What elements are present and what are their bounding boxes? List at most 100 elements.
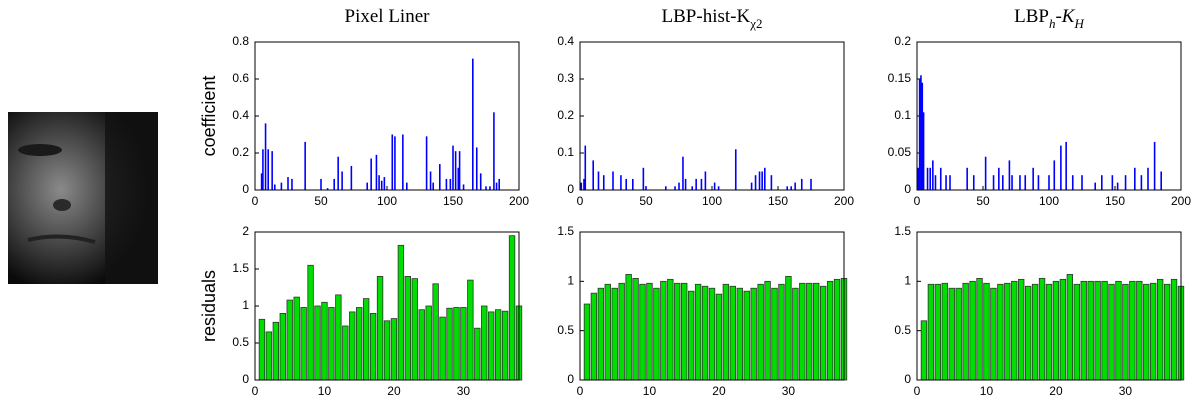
bar: [833, 278, 841, 381]
bar: [778, 283, 785, 381]
bar: [321, 301, 328, 381]
bar: [258, 318, 266, 381]
y-tick-label: 0.1: [557, 145, 574, 159]
bar: [1059, 278, 1067, 381]
title-part: -: [1055, 6, 1061, 27]
bar: [453, 307, 460, 381]
bar: [328, 307, 335, 381]
bar: [286, 299, 293, 381]
bar: [369, 312, 377, 381]
bar: [293, 296, 300, 381]
bar: [1087, 280, 1094, 381]
bar: [404, 275, 412, 381]
x-tick-label: 0: [914, 194, 921, 208]
bar: [976, 277, 983, 381]
y-tick-label: 0: [904, 182, 911, 196]
x-tick-label: 200: [1171, 194, 1191, 208]
x-tick-label: 50: [639, 194, 653, 208]
x-tick-label: 50: [314, 194, 328, 208]
x-tick-label: 0: [252, 384, 259, 398]
bar: [432, 283, 439, 381]
bar: [335, 294, 342, 381]
bar: [715, 293, 723, 381]
axes-frame: [254, 231, 520, 381]
bar: [948, 287, 955, 381]
bar: [632, 277, 639, 381]
axes-frame: [579, 41, 845, 191]
bar: [590, 292, 598, 381]
bar: [488, 311, 495, 381]
bar: [604, 283, 611, 381]
bar: [307, 264, 314, 381]
x-tick-label: 20: [387, 384, 401, 398]
bar: [362, 298, 370, 381]
bar: [501, 310, 509, 381]
bar: [1143, 283, 1150, 381]
bar: [1038, 277, 1046, 381]
panel-title: LBPh-KH: [1014, 6, 1084, 31]
y-tick-label: 0.05: [888, 145, 912, 159]
y-axis-label: residuals: [199, 270, 219, 342]
y-tick-label: 0.2: [557, 108, 574, 122]
bar: [1136, 280, 1143, 381]
x-tick-label: 150: [443, 194, 463, 208]
bar: [653, 287, 660, 381]
x-tick-label: 100: [702, 194, 722, 208]
x-tick-label: 10: [980, 384, 994, 398]
y-tick-label: 0.2: [232, 145, 249, 159]
title-part: K: [1061, 6, 1076, 27]
bar: [314, 305, 321, 381]
bar: [1156, 278, 1164, 381]
bar: [1004, 282, 1011, 381]
y-tick-label: 1: [567, 274, 574, 288]
bar: [701, 285, 709, 381]
y-tick-label: 0: [567, 182, 574, 196]
y-tick-label: 0.1: [894, 108, 911, 122]
face-image: [8, 112, 158, 284]
y-tick-label: 0.4: [557, 34, 574, 48]
bar: [934, 283, 942, 381]
bar: [799, 282, 806, 381]
bar: [750, 287, 757, 381]
bar: [757, 283, 764, 381]
x-tick-label: 30: [782, 384, 796, 398]
y-tick-label: 0.5: [232, 335, 249, 349]
x-tick-label: 150: [768, 194, 788, 208]
y-tick-label: 1.5: [557, 224, 574, 238]
bar: [743, 290, 750, 381]
y-tick-label: 0.5: [557, 323, 574, 337]
x-tick-label: 200: [834, 194, 854, 208]
y-tick-label: 0: [567, 372, 574, 386]
y-tick-label: 0.15: [888, 71, 912, 85]
y-tick-label: 0.6: [232, 71, 249, 85]
title-part: χ2: [749, 16, 762, 31]
bar: [279, 312, 286, 381]
bar: [390, 318, 398, 381]
bar: [969, 280, 976, 381]
bar: [583, 303, 591, 381]
bar: [597, 287, 605, 381]
title-part: LBP: [1014, 6, 1049, 27]
bar: [1024, 285, 1032, 381]
bar: [806, 282, 813, 381]
y-tick-label: 0.2: [894, 34, 911, 48]
bar: [1073, 283, 1080, 381]
x-tick-label: 20: [712, 384, 726, 398]
x-tick-label: 100: [377, 194, 397, 208]
bar: [1018, 278, 1025, 381]
bar: [764, 280, 771, 381]
axes-frame: [916, 231, 1182, 381]
bar: [667, 278, 674, 381]
y-tick-label: 0.5: [894, 323, 911, 337]
bar: [826, 280, 834, 381]
bar: [736, 287, 743, 381]
x-tick-label: 0: [914, 384, 921, 398]
bar: [625, 274, 632, 381]
y-tick-label: 0: [242, 182, 249, 196]
bar: [997, 283, 1004, 381]
y-tick-label: 0: [242, 372, 249, 386]
y-tick-label: 1: [904, 274, 911, 288]
bar: [792, 287, 799, 381]
bar: [383, 320, 391, 381]
panel-title: LBP-hist-Kχ2: [662, 6, 763, 31]
